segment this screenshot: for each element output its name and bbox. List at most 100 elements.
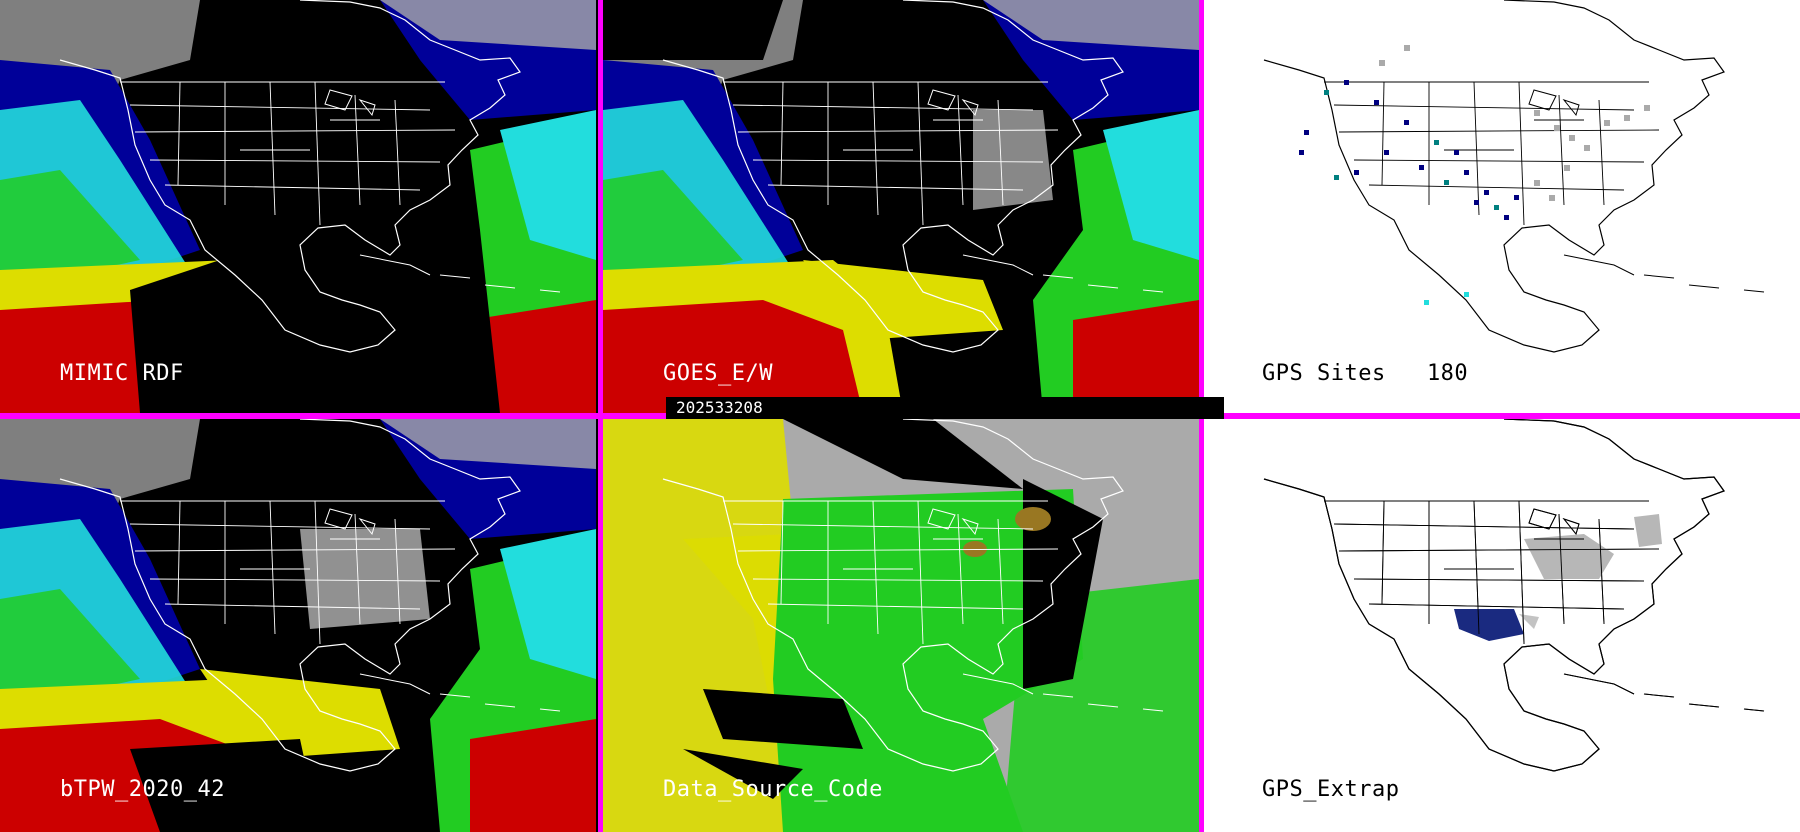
state-boundary [872,81,879,216]
state-boundary [1598,518,1605,625]
arctic-region [380,0,596,50]
state-boundary [997,518,1004,625]
state-boundary [1598,99,1605,206]
missing-data-region [130,0,500,413]
island-outline [962,673,1034,695]
atlantic-cyan-region [500,110,596,260]
gps-site-marker [1514,195,1519,200]
coastline [1263,419,1725,772]
no-data-region [703,689,863,749]
state-boundary [129,104,431,111]
no-data-region [683,749,803,799]
goes-map [603,0,1199,413]
state-boundary [314,500,321,645]
gps-site-marker [1344,80,1349,85]
coastline [662,0,1124,353]
state-boundary [1368,184,1625,191]
atlantic-cyan-region [500,529,596,679]
state-boundary [917,81,924,226]
great-lakes [1528,508,1580,536]
island-outline [1142,708,1164,712]
state-boundary [1333,104,1635,111]
great-lakes [927,508,979,536]
high-moisture-region [0,170,140,290]
gps-site-marker [1444,180,1449,185]
state-boundary [1353,578,1645,582]
panel-label: GPS Sites 180 [1262,361,1469,386]
panel-label: Data_Source_Code [663,777,883,802]
coastline [662,419,1124,772]
island-outline [484,703,516,708]
data-source-map [603,419,1199,832]
state-boundary [177,81,181,186]
gps-site-marker [1304,130,1309,135]
state-boundary [780,500,784,605]
gps-site-marker [1454,150,1459,155]
state-boundary [767,184,1024,191]
state-boundary [1381,500,1385,605]
state-boundary [164,184,421,191]
gps-sites-panel: GPS Sites 180 [1204,0,1800,413]
state-boundary [780,81,784,186]
gps-site-marker [1404,45,1410,51]
coastline [1263,419,1725,772]
mimic-rdf-panel: MIMIC RDF [0,0,598,413]
state-boundary [314,81,321,226]
gps-site-marker [1299,150,1304,155]
gps-site-marker [1404,120,1409,125]
island-outline [1142,289,1164,293]
high-moisture-region [603,170,743,290]
extrapolated-region [1524,534,1614,579]
state-boundary [354,513,361,625]
panel-label: GPS_Extrap [1262,777,1400,802]
dry-land-region [300,529,430,629]
missing-data-region [603,0,783,60]
gulf-moisture-region [200,669,400,759]
no-data-region [1023,479,1103,689]
state-boundary [737,129,1059,133]
gps-site-marker [1584,145,1590,151]
state-boundary [872,500,879,635]
coastline [1263,0,1725,353]
state-boundary [1473,81,1480,216]
state-boundary [1353,159,1645,163]
gps-site-marker [1534,180,1540,186]
state-boundary [149,578,441,582]
state-boundary [737,548,1059,552]
gps-site-marker [1464,170,1469,175]
gps-site-marker [1464,292,1469,297]
mimic-rdf-map [0,0,596,413]
state-boundary [1518,500,1525,645]
island-outline [1643,274,1675,279]
state-boundary [1338,129,1660,133]
state-boundary [134,129,456,133]
gps-extrap-panel: GPS_Extrap [1204,419,1800,832]
state-boundary [732,104,1034,111]
state-boundary [394,99,401,206]
coastline [59,0,521,353]
state-boundary [997,99,1004,206]
island-outline [1743,708,1765,712]
panel-label: GOES_E/W [663,361,773,386]
great-lakes [324,508,376,536]
island-outline [1042,693,1074,698]
gps-site-marker [1384,150,1389,155]
island-outline [1688,284,1720,289]
high-moisture-region [0,589,140,709]
gps-site-marker [1549,195,1555,201]
gps-site-marker [1474,200,1479,205]
state-boundary [1518,81,1525,226]
island-outline [539,708,561,712]
extrapolated-region [1454,609,1524,641]
gps-site-marker [1624,115,1630,121]
data-source-panel: Data_Source_Code [603,419,1199,832]
state-boundary [177,500,181,605]
state-boundary [269,81,276,216]
island-outline [1643,693,1675,698]
timestamp: 202533208 [666,397,1224,419]
state-boundary [134,548,456,552]
gps-site-marker [1354,170,1359,175]
state-boundary [767,603,1024,610]
gps-site-marker [1379,60,1385,66]
arctic-region [380,419,596,469]
